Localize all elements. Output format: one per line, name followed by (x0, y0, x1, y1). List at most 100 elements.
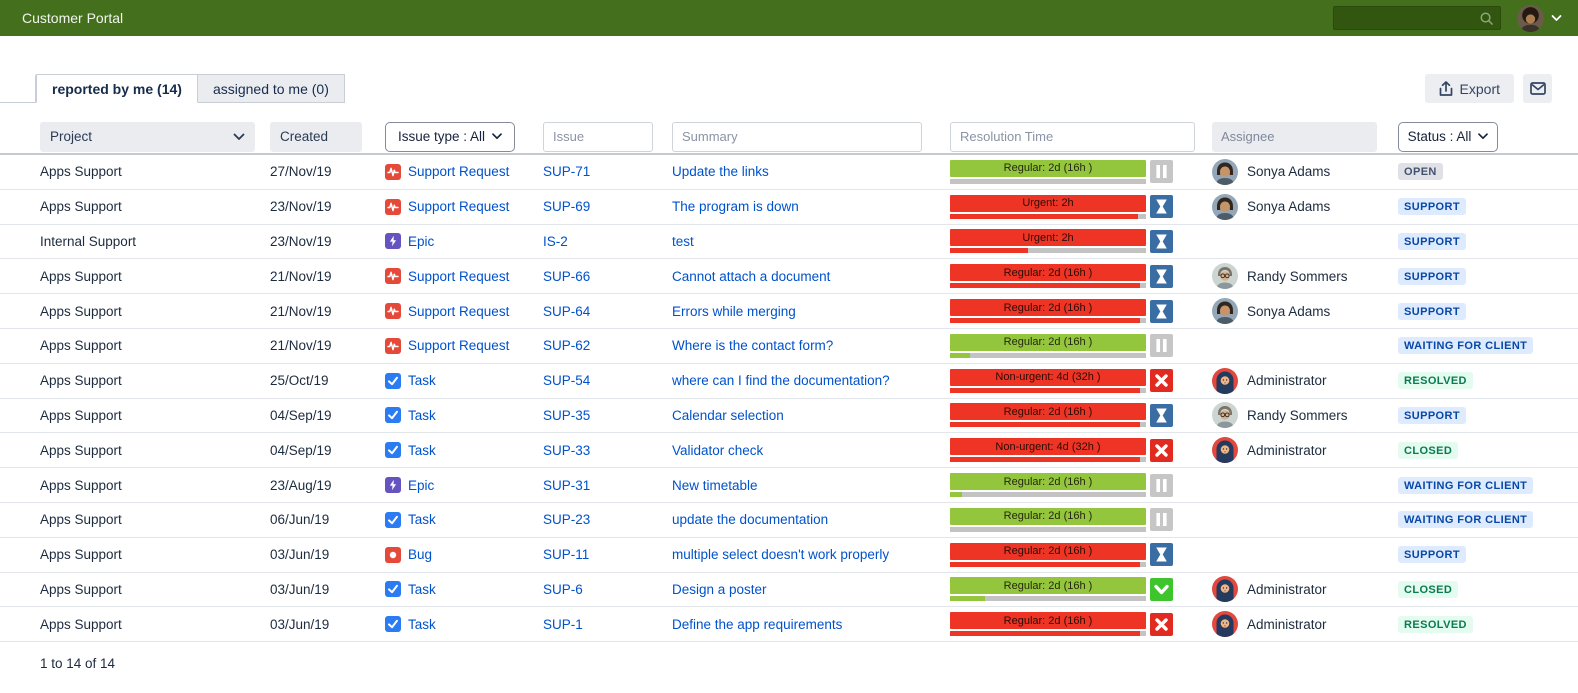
issue-type-label: Bug (408, 547, 433, 563)
project-cell: Apps Support (40, 268, 122, 284)
issue-type-cell: Support Request (385, 337, 543, 354)
resolution-time-filter-input[interactable] (950, 121, 1195, 152)
status-badge: RESOLVED (1398, 615, 1473, 633)
sla-progress-fill (950, 561, 1141, 567)
project-cell: Apps Support (40, 512, 122, 528)
summary-cell: where can I find the documentation? (672, 373, 950, 388)
issue-key-link[interactable]: SUP-31 (543, 477, 591, 493)
summary-link[interactable]: The program is down (672, 199, 799, 215)
sla-hourglass-icon (1150, 229, 1173, 253)
issue-type-label: Task (408, 512, 436, 528)
summary-link[interactable]: Update the links (672, 164, 769, 180)
sla-label: Urgent: 2h (950, 229, 1146, 247)
summary-link[interactable]: where can I find the documentation? (672, 373, 890, 389)
status-cell: SUPPORT (1398, 406, 1538, 424)
sla-progress-track (950, 561, 1146, 567)
summary-link[interactable]: multiple select doesn't work properly (672, 547, 890, 563)
created-cell: 23/Nov/19 (270, 233, 332, 249)
table-row: Apps Support 04/Sep/19 Task SUP-35 Calen… (0, 399, 1578, 434)
issue-key-link[interactable]: SUP-62 (543, 338, 591, 354)
resolution-time-cell: Regular: 2d (16h ) (950, 333, 1212, 358)
search-input[interactable] (1340, 11, 1479, 25)
summary-link[interactable]: Errors while merging (672, 303, 796, 319)
issue-key-link[interactable]: SUP-64 (543, 303, 591, 319)
summary-link[interactable]: Validator check (672, 442, 764, 458)
table-body: Apps Support 27/Nov/19 Support Request S… (0, 155, 1578, 643)
summary-link[interactable]: Where is the contact form? (672, 338, 834, 354)
status-filter-dropdown[interactable]: Status : All (1398, 121, 1498, 152)
issue-key-link[interactable]: SUP-69 (543, 199, 591, 215)
assignee-avatar (1212, 576, 1238, 603)
project-cell: Apps Support (40, 338, 122, 354)
issue-key-link[interactable]: SUP-11 (543, 547, 590, 563)
assignee-filter-input[interactable] (1212, 121, 1377, 152)
sla-progress-track (950, 596, 1146, 602)
status-badge: CLOSED (1398, 580, 1459, 598)
issue-key-link[interactable]: SUP-71 (543, 164, 591, 180)
created-column-header[interactable]: Created (270, 121, 362, 152)
search-icon[interactable] (1479, 11, 1494, 26)
sla-progress-fill (950, 387, 1141, 393)
sla-progress-track (950, 387, 1146, 393)
summary-link[interactable]: update the documentation (672, 512, 829, 528)
project-filter-select[interactable]: Project (40, 121, 255, 152)
summary-link[interactable]: Design a poster (672, 581, 767, 597)
sla-x-icon (1150, 612, 1173, 636)
summary-link[interactable]: test (672, 233, 694, 249)
export-label: Export (1459, 80, 1500, 97)
summary-cell: Define the app requirements (672, 617, 950, 632)
email-button[interactable] (1523, 74, 1552, 103)
sla-bar: Regular: 2d (16h ) (950, 264, 1146, 289)
created-cell: 03/Jun/19 (270, 581, 330, 597)
summary-link[interactable]: Define the app requirements (672, 616, 843, 632)
table-row: Apps Support 06/Jun/19 Task SUP-23 updat… (0, 503, 1578, 538)
search-box[interactable] (1333, 6, 1501, 30)
pagination-text: 1 to 14 of 14 (40, 656, 116, 672)
summary-cell: The program is down (672, 199, 950, 214)
account-chevron-down-icon[interactable] (1551, 14, 1562, 22)
issue-type-label: Task (408, 616, 436, 632)
user-avatar[interactable] (1517, 4, 1544, 32)
sla-label: Regular: 2d (16h ) (950, 612, 1146, 630)
issue-key-cell: SUP-54 (543, 373, 672, 388)
issue-type-filter-dropdown[interactable]: Issue type : All (385, 121, 515, 152)
issue-type-cell: Task (385, 407, 543, 424)
summary-filter-input[interactable] (672, 121, 922, 152)
issue-key-link[interactable]: IS-2 (543, 233, 568, 249)
summary-link[interactable]: Calendar selection (672, 407, 784, 423)
assignee-cell: Sonya Adams (1212, 298, 1398, 325)
created-cell: 06/Jun/19 (270, 512, 330, 528)
issue-key-link[interactable]: SUP-66 (543, 268, 591, 284)
summary-cell: update the documentation (672, 512, 950, 527)
summary-cell: Update the links (672, 164, 950, 179)
app-title: Customer Portal (22, 10, 124, 26)
status-badge: SUPPORT (1398, 406, 1466, 424)
issue-key-link[interactable]: SUP-33 (543, 442, 591, 458)
assignee-cell: Administrator (1212, 437, 1398, 464)
sla-pause-icon (1150, 160, 1173, 184)
sla-progress-track (950, 248, 1146, 254)
resolution-time-cell: Regular: 2d (16h ) (950, 542, 1212, 567)
summary-link[interactable]: New timetable (672, 477, 758, 493)
assignee-name: Administrator (1247, 616, 1327, 632)
issue-key-link[interactable]: SUP-6 (543, 581, 583, 597)
tab-assigned-to-me[interactable]: assigned to me (0) (197, 74, 345, 103)
table-row: Apps Support 23/Nov/19 Support Request S… (0, 190, 1578, 225)
tab-reported-by-me[interactable]: reported by me (14) (36, 74, 198, 103)
table-row: Apps Support 23/Aug/19 Epic SUP-31 New t… (0, 468, 1578, 503)
envelope-icon (1529, 82, 1546, 95)
resolution-time-cell: Regular: 2d (16h ) (950, 507, 1212, 532)
issue-key-link[interactable]: SUP-23 (543, 512, 591, 528)
issue-key-link[interactable]: SUP-54 (543, 373, 591, 389)
status-badge: SUPPORT (1398, 198, 1466, 216)
support-request-icon (385, 198, 401, 215)
assignee-avatar (1212, 263, 1238, 290)
issue-filter-input[interactable] (543, 121, 653, 152)
issue-key-link[interactable]: SUP-1 (543, 616, 583, 632)
task-icon (385, 442, 401, 459)
summary-link[interactable]: Cannot attach a document (672, 268, 831, 284)
sla-bar: Non-urgent: 4d (32h ) (950, 368, 1146, 393)
sla-progress-track (950, 526, 1146, 532)
issue-key-link[interactable]: SUP-35 (543, 407, 591, 423)
export-button[interactable]: Export (1424, 74, 1514, 103)
